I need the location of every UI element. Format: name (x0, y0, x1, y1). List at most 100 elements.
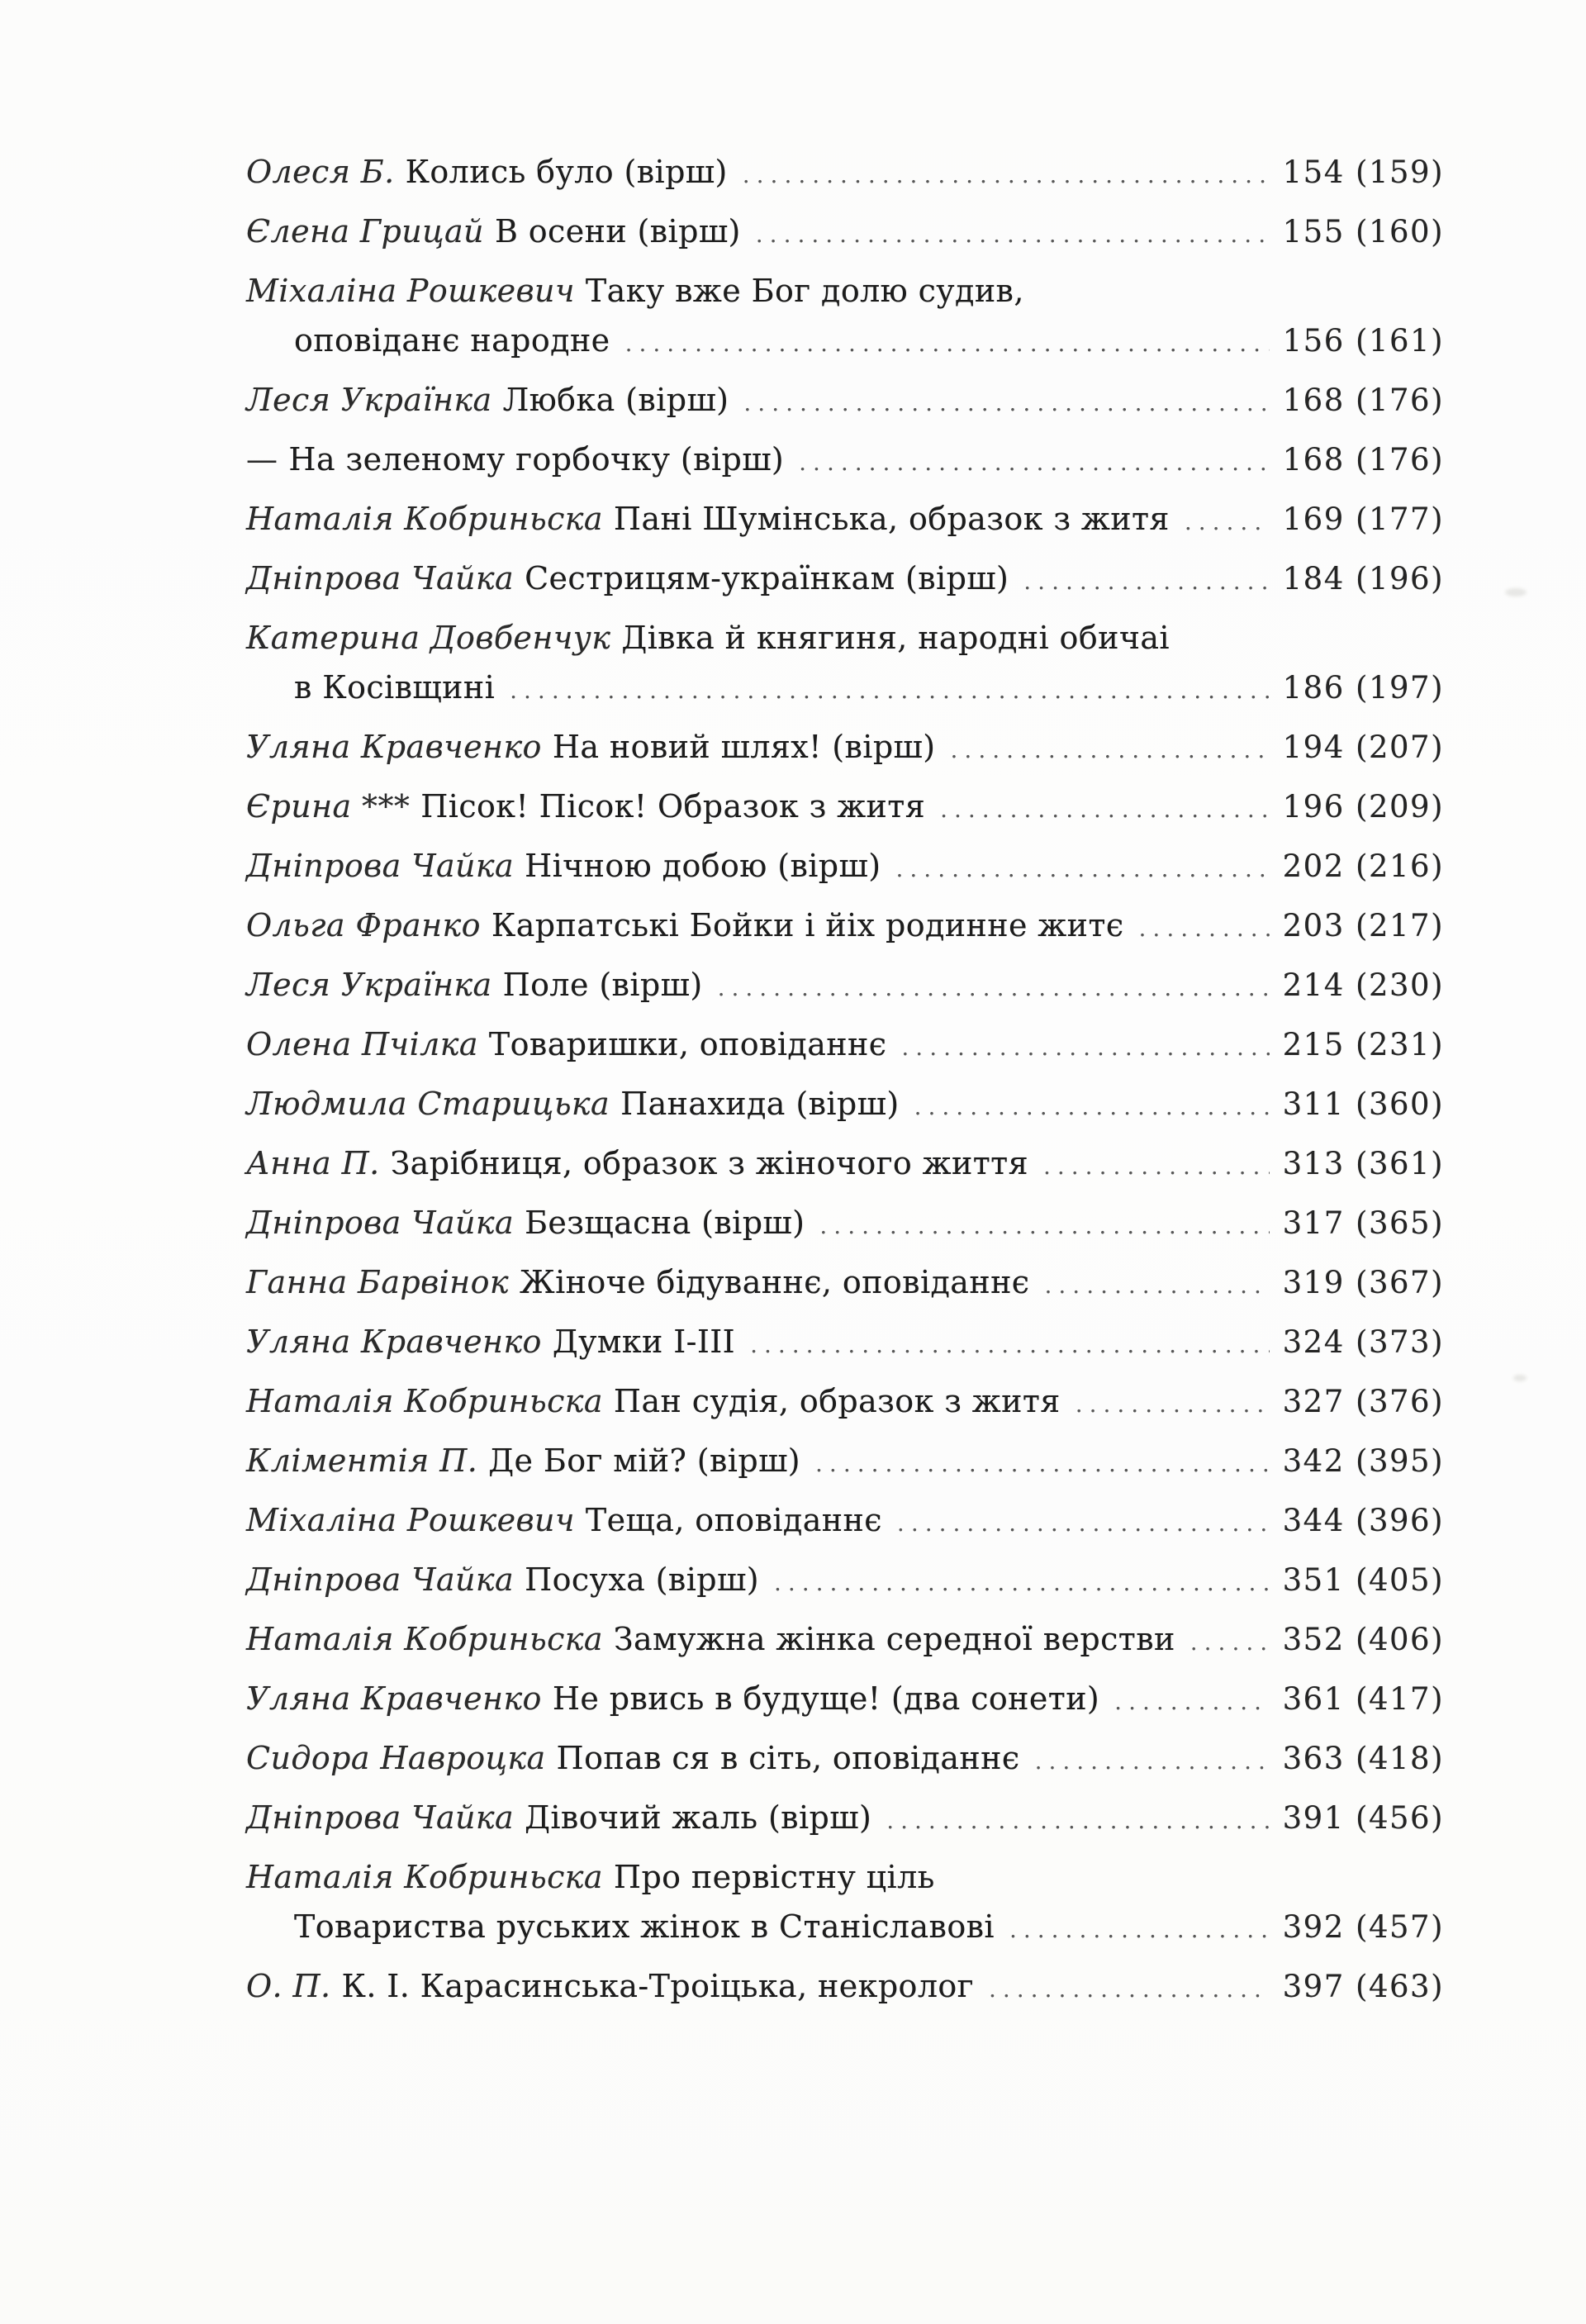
entry-title: Любка (вірш) (502, 382, 729, 418)
table-of-contents: Олеся Б. Колись було (вірш)..............… (246, 154, 1444, 2027)
toc-entry-line: Уляна Кравченко Думки I-III..............… (246, 1324, 1444, 1360)
toc-entry: Ольга Франко Карпатські Бойки і йіх родин… (246, 907, 1444, 943)
entry-title: Сестрицям-українкам (вірш) (525, 560, 1009, 596)
entry-title-continuation: Товариства руських жінок в Станіславові (294, 1908, 995, 1945)
toc-entry-line: Дніпрова Чайка Дівочий жаль (вірш).......… (246, 1799, 1444, 1836)
toc-entry: Анна П. Зарібниця, образок з жіночого жит… (246, 1145, 1444, 1181)
dot-leader: ........................................… (940, 796, 1270, 823)
toc-entry-continuation-line: Товариства руських жінок в Станіславові.… (246, 1908, 1444, 1945)
entry-author: Катерина Довбенчук (246, 620, 611, 656)
dot-leader: ........................................… (1009, 1916, 1270, 1943)
entry-title: Карпатські Бойки і йіх родинне житє (491, 907, 1124, 943)
dot-leader: ........................................… (773, 1569, 1270, 1596)
toc-entry-line: Єлена Грицай В осени (вірш)..............… (246, 213, 1444, 250)
entry-title-continuation: в Косівщині (294, 669, 496, 706)
dot-leader: ........................................… (988, 1975, 1270, 2003)
entry-page-numbers: 186 (197) (1282, 670, 1444, 706)
toc-entry: Міхаліна Рошкевич Теща, оповіданнє.......… (246, 1502, 1444, 1538)
dot-leader: ........................................… (901, 1034, 1269, 1061)
entry-author: Уляна Кравченко (246, 729, 542, 765)
dot-leader: ........................................… (886, 1807, 1270, 1834)
toc-entry-line: О. П. К. І. Карасинська-Троіцька, некроло… (246, 1968, 1444, 2004)
entry-title: Дівочий жаль (вірш) (525, 1799, 872, 1836)
entry-author: Олеся Б. (246, 154, 395, 190)
entry-title: На зеленому горбочку (вірш) (288, 441, 785, 478)
entry-author: Єрина *** (246, 788, 411, 825)
dot-leader: ........................................… (896, 1509, 1270, 1537)
entry-author: — (246, 441, 278, 478)
toc-entry-line: Уляна Кравченко На новий шлях! (вірш)....… (246, 729, 1444, 765)
toc-entry-line: Катерина Довбенчук Дівка й княгиня, народ… (246, 620, 1444, 656)
toc-entry: Олеся Б. Колись було (вірш)..............… (246, 154, 1444, 190)
toc-entry-line: Дніпрова Чайка Сестрицям-українкам (вірш)… (246, 560, 1444, 596)
entry-page-numbers: 168 (176) (1282, 383, 1444, 418)
toc-entry: Дніпрова Чайка Сестрицям-українкам (вірш)… (246, 560, 1444, 596)
toc-entry: Наталія Кобриньска Замужна жінка середної… (246, 1621, 1444, 1657)
entry-page-numbers: 391 (456) (1282, 1800, 1444, 1836)
entry-title: Зарібниця, образок з жіночого життя (390, 1145, 1028, 1181)
entry-page-numbers: 324 (373) (1282, 1324, 1444, 1360)
toc-entry: Дніпрова Чайка Нічною добою (вірш).......… (246, 848, 1444, 884)
entry-author: Уляна Кравченко (246, 1324, 542, 1360)
entry-author: О. П. (246, 1968, 331, 2004)
dot-leader: ........................................… (717, 974, 1270, 1001)
entry-author: Людмила Старицька (246, 1086, 610, 1122)
entry-author: Ольга Франко (246, 907, 481, 943)
entry-title: Нічною добою (вірш) (525, 848, 881, 884)
entry-page-numbers: 194 (207) (1282, 730, 1444, 765)
entry-page-numbers: 203 (217) (1282, 908, 1444, 943)
entry-title: На новий шлях! (вірш) (552, 729, 936, 765)
dot-leader: ........................................… (895, 855, 1270, 882)
entry-title: Жіноче бідуваннє, оповіданнє (520, 1264, 1030, 1300)
entry-title: Де Бог мій? (вірш) (488, 1442, 801, 1479)
entry-title: Теща, оповіданнє (585, 1502, 882, 1538)
toc-entry: Катерина Довбенчук Дівка й княгиня, народ… (246, 620, 1444, 706)
entry-page-numbers: 215 (231) (1282, 1027, 1444, 1062)
toc-entry: Наталія Кобриньска Пан судія, образок з ж… (246, 1383, 1444, 1419)
toc-entry-line: Анна П. Зарібниця, образок з жіночого жит… (246, 1145, 1444, 1181)
entry-title: В осени (вірш) (494, 213, 741, 250)
toc-entry: Наталія Кобриньска Пані Шумінська, образо… (246, 501, 1444, 537)
entry-title: Панахида (вірш) (620, 1086, 900, 1122)
entry-author: Міхаліна Рошкевич (246, 273, 575, 309)
dot-leader: ........................................… (1044, 1271, 1270, 1299)
entry-title: Колись було (вірш) (405, 154, 728, 190)
entry-page-numbers: 397 (463) (1282, 1969, 1444, 2004)
toc-entry-line: Уляна Кравченко Не рвись в будуще! (два с… (246, 1680, 1444, 1717)
entry-author: Уляна Кравченко (246, 1680, 542, 1717)
entry-page-numbers: 184 (196) (1282, 561, 1444, 596)
entry-author: Наталія Кобриньска (246, 501, 603, 537)
dot-leader: ........................................… (1042, 1152, 1270, 1180)
toc-entry: Уляна Кравченко Не рвись в будуще! (два с… (246, 1680, 1444, 1717)
entry-author: Дніпрова Чайка (246, 848, 515, 884)
entry-page-numbers: 319 (367) (1282, 1265, 1444, 1300)
dot-leader: ........................................… (1114, 1688, 1269, 1715)
entry-author: Дніпрова Чайка (246, 1561, 515, 1598)
entry-author: Дніпрова Чайка (246, 1205, 515, 1241)
toc-entry-line: Ганна Барвінок Жіноче бідуваннє, оповідан… (246, 1264, 1444, 1300)
toc-entry: Наталія Кобриньска Про первістну ціль Това… (246, 1859, 1444, 1945)
entry-title: Посуха (вірш) (525, 1561, 759, 1598)
dot-leader: ........................................… (819, 1212, 1269, 1239)
toc-entry-line: Наталія Кобриньска Замужна жінка середної… (246, 1621, 1444, 1657)
entry-title: Про первістну ціль (613, 1859, 935, 1895)
entry-title: Таку вже Бог долю судив, (585, 273, 1024, 309)
toc-entry: Леся Українка Любка (вірш)...............… (246, 382, 1444, 418)
entry-author: Леся Українка (246, 967, 492, 1003)
toc-entry: Кліментія П. Де Бог мій? (вірш)..........… (246, 1442, 1444, 1479)
entry-title: Товаришки, оповіданнє (488, 1026, 887, 1062)
toc-entry: Дніпрова Чайка Дівочий жаль (вірш).......… (246, 1799, 1444, 1836)
entry-page-numbers: 392 (457) (1282, 1909, 1444, 1945)
entry-title: Пані Шумінська, образок з житя (613, 501, 1170, 537)
toc-entry-line: Кліментія П. Де Бог мій? (вірш)..........… (246, 1442, 1444, 1479)
toc-entry-line: Олеся Б. Колись було (вірш)..............… (246, 154, 1444, 190)
toc-entry-line: Дніпрова Чайка Нічною добою (вірш).......… (246, 848, 1444, 884)
toc-entry: Дніпрова Чайка Посуха (вірш).............… (246, 1561, 1444, 1598)
entry-page-numbers: 317 (365) (1282, 1205, 1444, 1241)
toc-entry-line: Сидора Навроцка Попав ся в сіть, оповідан… (246, 1740, 1444, 1776)
entry-page-numbers: 344 (396) (1282, 1503, 1444, 1538)
toc-entry-line: Леся Українка Любка (вірш)...............… (246, 382, 1444, 418)
toc-entry: — На зеленому горбочку (вірш)............… (246, 441, 1444, 478)
entry-author: Анна П. (246, 1145, 380, 1181)
entry-author: Дніпрова Чайка (246, 560, 515, 596)
